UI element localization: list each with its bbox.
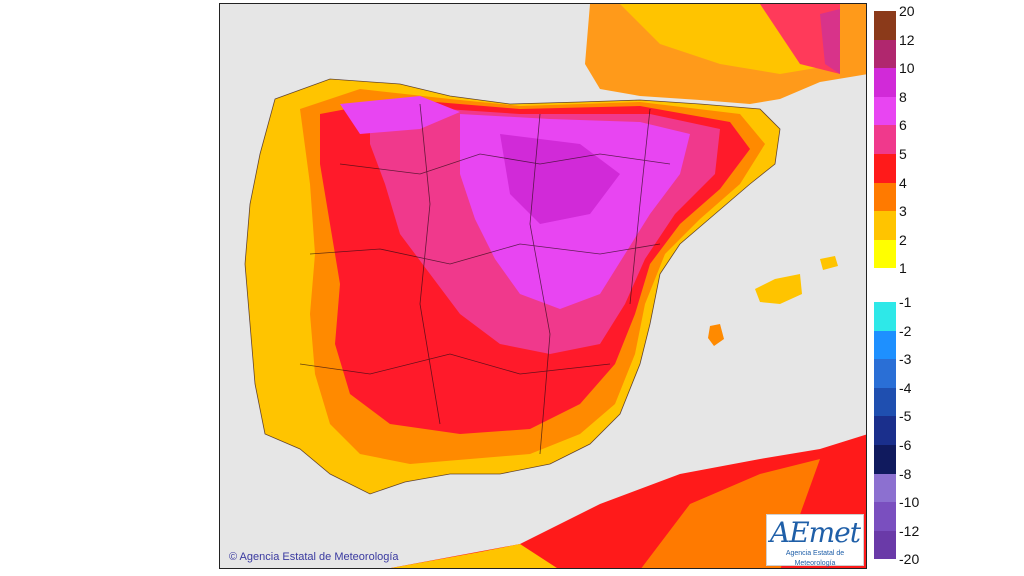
legend-swatch: [874, 387, 896, 417]
legend-tick-label: 20: [899, 3, 915, 19]
legend-tick-label: -5: [899, 408, 912, 425]
legend-tick-label: 5: [899, 146, 907, 162]
legend-tick-label: -10: [899, 494, 920, 511]
legend-tick-label: 1: [899, 260, 907, 277]
temperature-anomaly-map: [220, 4, 866, 568]
color-legend: 20 12 10 8 6 5 4 3 2 1 -1 -2 -3 -4 -5 -6 -8 -10 -12 -20: [874, 4, 924, 571]
legend-swatch: [874, 96, 896, 126]
legend-swatch: [874, 530, 896, 560]
legend-tick-label: -8: [899, 465, 912, 482]
legend-tick-label: -3: [899, 351, 912, 368]
legend-swatch: [874, 182, 896, 212]
legend-swatch: [874, 359, 896, 388]
copyright-notice: © Agencia Estatal de Meteorología: [226, 550, 402, 564]
legend-swatch: [874, 239, 896, 269]
legend-swatch: [874, 502, 896, 531]
legend-tick-label: 10: [899, 60, 915, 77]
legend-tick-label: 3: [899, 203, 907, 220]
legend-swatch: [874, 302, 896, 331]
legend-tick-label: 8: [899, 88, 907, 105]
logo-mark: AEmet: [769, 516, 861, 549]
legend-tick-label: 6: [899, 117, 907, 134]
legend-tick-label: 4: [899, 174, 907, 191]
legend-tick-label: -1: [899, 294, 912, 310]
legend-swatch: [874, 473, 896, 503]
legend-swatch: [874, 211, 896, 240]
legend-tick-label: 2: [899, 231, 907, 248]
legend-swatch: [874, 330, 896, 360]
legend-swatch: [874, 416, 896, 445]
legend-swatch: [874, 445, 896, 474]
legend-tick-label: -6: [899, 437, 912, 453]
legend-swatch: [874, 125, 896, 154]
legend-swatch: [874, 68, 896, 97]
balearic-islands: [755, 274, 802, 304]
legend-tick-label: -2: [899, 322, 912, 339]
legend-tick-label: -12: [899, 522, 920, 539]
aemet-logo: AEmet Agencia Estatal de Meteorología: [766, 514, 864, 567]
legend-tick-label: -4: [899, 379, 912, 396]
legend-swatch: [874, 11, 896, 40]
logo-subtitle: Agencia Estatal de Meteorología: [785, 550, 845, 567]
legend-tick-label: 12: [899, 31, 915, 48]
map-panel: © Agencia Estatal de Meteorología AEmet …: [219, 3, 867, 569]
legend-tick-label: -20: [899, 551, 920, 568]
legend-swatch: [874, 39, 896, 69]
legend-swatch: [874, 154, 896, 183]
